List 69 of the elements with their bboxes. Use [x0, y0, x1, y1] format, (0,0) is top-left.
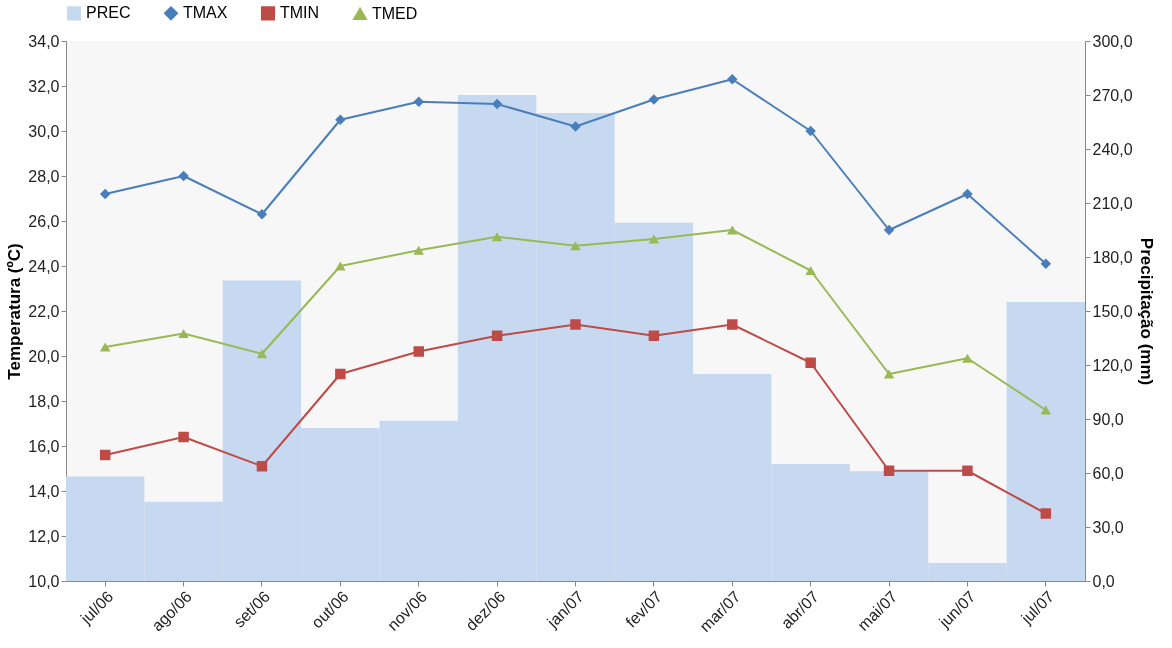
y2-tick-label: 60,0	[1092, 464, 1124, 482]
point	[1040, 405, 1052, 415]
point	[335, 261, 346, 271]
point	[727, 74, 738, 85]
point	[99, 449, 111, 461]
point	[883, 369, 895, 379]
y2-tick-label: 150,0	[1092, 302, 1133, 320]
point	[99, 342, 111, 352]
point	[413, 346, 424, 357]
y2-axis-title: Precipitação (mm)	[1136, 237, 1156, 386]
point	[491, 330, 503, 341]
legend-label: TMAX	[183, 4, 228, 22]
y-tick-label: 28,0	[28, 167, 60, 185]
y-tick-label: 26,0	[28, 212, 60, 230]
point	[256, 461, 268, 472]
y-tick-label: 24,0	[28, 257, 60, 275]
y-tick-label: 22,0	[28, 302, 60, 320]
y-tick-label: 18,0	[28, 392, 60, 410]
point	[962, 188, 973, 200]
point	[962, 353, 973, 363]
y2-tick-label: 90,0	[1092, 410, 1124, 428]
point	[570, 319, 581, 330]
point	[256, 349, 268, 359]
y2-tick-label: 270,0	[1092, 86, 1133, 104]
point	[178, 431, 189, 443]
point	[883, 224, 895, 236]
y2-tick-label: 240,0	[1092, 140, 1133, 158]
point	[648, 234, 660, 244]
y-axis-title: Temperatura (ºC)	[5, 243, 25, 380]
y-tick-label: 16,0	[28, 437, 60, 455]
point	[178, 170, 189, 182]
y-tick-label: 14,0	[28, 482, 60, 500]
y-tick-label: 32,0	[28, 77, 60, 95]
y2-tick-label: 180,0	[1092, 248, 1133, 266]
y2-tick-label: 30,0	[1092, 518, 1124, 536]
y-tick-label: 12,0	[28, 527, 60, 545]
point	[413, 96, 424, 107]
point	[727, 319, 738, 330]
y2-tick-label: 210,0	[1092, 194, 1133, 212]
point	[1040, 258, 1052, 269]
point	[805, 265, 816, 276]
point	[570, 241, 581, 251]
point	[805, 125, 816, 137]
point	[962, 465, 973, 476]
point	[99, 188, 111, 200]
point	[413, 245, 424, 255]
point	[335, 368, 346, 380]
legend-label: TMIN	[280, 4, 320, 22]
point	[178, 328, 189, 339]
point	[335, 114, 346, 125]
y-tick-label: 30,0	[28, 122, 60, 140]
point	[883, 465, 895, 476]
y2-tick-label: 300,0	[1092, 32, 1133, 50]
point	[491, 232, 503, 242]
point	[256, 209, 268, 220]
point	[648, 330, 660, 341]
y-tick-label: 10,0	[28, 572, 60, 590]
point	[805, 357, 816, 368]
point	[570, 121, 581, 132]
point	[491, 98, 503, 110]
y-tick-label: 20,0	[28, 347, 60, 365]
legend-label: PREC	[86, 4, 131, 22]
y2-tick-label: 120,0	[1092, 356, 1133, 374]
point	[648, 94, 660, 105]
y2-tick-label: 0,0	[1092, 572, 1115, 590]
point	[1040, 508, 1052, 519]
point	[727, 225, 738, 235]
y-tick-label: 34,0	[28, 32, 60, 50]
legend-label: TMED	[372, 4, 418, 22]
